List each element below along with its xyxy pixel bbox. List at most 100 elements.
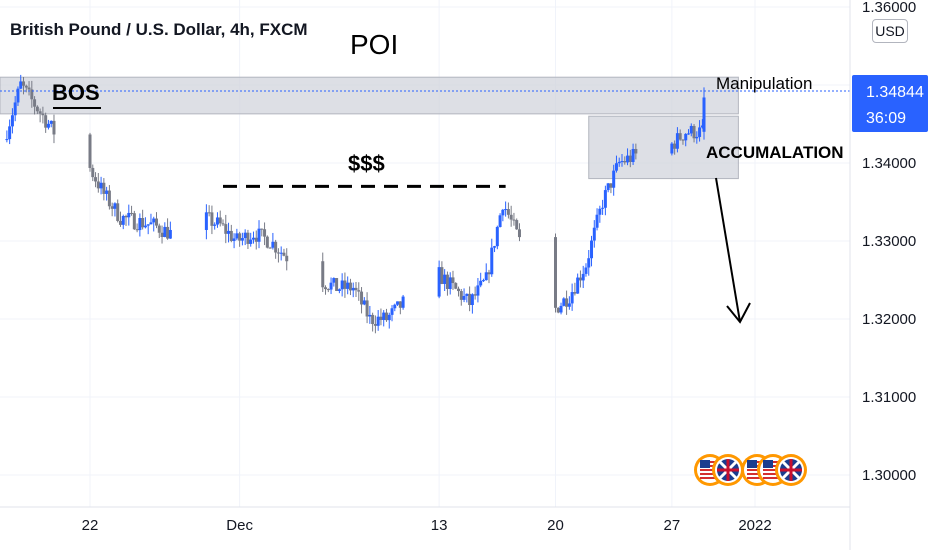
price-tick: 1.36000 bbox=[862, 0, 916, 16]
price-tick: 1.34000 bbox=[862, 155, 916, 172]
price-tick: 1.30000 bbox=[862, 467, 916, 484]
candle-body bbox=[246, 232, 250, 244]
candle-body bbox=[348, 282, 352, 291]
candle-body bbox=[451, 277, 455, 284]
accumulation-annotation: ACCUMALATION bbox=[706, 143, 844, 162]
candle-body bbox=[692, 125, 696, 139]
candle-body bbox=[160, 232, 164, 237]
candle-body bbox=[678, 133, 682, 140]
candle-body bbox=[481, 280, 485, 282]
candle-body bbox=[265, 236, 269, 248]
candle-body bbox=[490, 247, 494, 275]
price-tick: 1.33000 bbox=[862, 233, 916, 250]
candle-body bbox=[107, 190, 111, 207]
candle-body bbox=[606, 183, 610, 191]
candle-body bbox=[484, 272, 488, 281]
flag-stripe bbox=[763, 477, 783, 479]
candle-body bbox=[257, 228, 261, 242]
time-tick: 22 bbox=[82, 517, 99, 534]
candle-body bbox=[684, 133, 688, 141]
candle-body bbox=[360, 291, 364, 305]
candle-body bbox=[276, 252, 280, 254]
candle-body bbox=[673, 143, 677, 149]
candle-body bbox=[229, 230, 233, 241]
candle-body bbox=[601, 207, 605, 209]
candle-body bbox=[210, 212, 214, 226]
candle-body bbox=[493, 246, 497, 248]
candle-body bbox=[204, 212, 208, 230]
candle-body bbox=[346, 282, 350, 289]
candle-body bbox=[700, 125, 704, 128]
candle-body bbox=[628, 155, 632, 163]
candle-body bbox=[384, 312, 388, 321]
candle-body bbox=[565, 298, 569, 307]
candle-body bbox=[623, 161, 627, 163]
bos-annotation: BOS bbox=[52, 80, 100, 105]
candle-body bbox=[121, 215, 125, 225]
manipulation-annotation: Manipulation bbox=[716, 74, 812, 93]
candle-body bbox=[227, 230, 231, 234]
time-tick: Dec bbox=[226, 517, 253, 534]
candle-body bbox=[96, 181, 100, 189]
candle-body bbox=[556, 307, 560, 313]
candle-body bbox=[689, 125, 693, 134]
candle-body bbox=[368, 314, 372, 317]
candle-body bbox=[155, 218, 158, 226]
candle-body bbox=[437, 267, 441, 297]
time-axis[interactable]: 22 Dec 13 20 27 2022 bbox=[82, 517, 772, 534]
candle-body bbox=[337, 289, 341, 291]
candle-body bbox=[141, 218, 145, 228]
candle-body bbox=[105, 190, 109, 194]
candle-body bbox=[35, 106, 39, 112]
last-price-label[interactable]: 1.34844 36:09 bbox=[852, 75, 928, 132]
candle-body bbox=[343, 280, 347, 289]
candle-body bbox=[592, 227, 596, 241]
candle-body bbox=[24, 85, 28, 88]
candle-body bbox=[8, 126, 12, 140]
candle-body bbox=[213, 224, 217, 226]
candle-body bbox=[695, 136, 699, 139]
candle-body bbox=[357, 290, 361, 292]
candle-body bbox=[157, 225, 161, 233]
candle-body bbox=[99, 182, 103, 189]
candle-body bbox=[268, 247, 272, 249]
candle-body bbox=[373, 324, 377, 326]
candle-body bbox=[617, 161, 621, 164]
candle-body bbox=[354, 287, 358, 291]
currency-button[interactable]: USD bbox=[872, 19, 908, 43]
last-price-value: 1.34844 bbox=[866, 84, 924, 101]
candle-body bbox=[498, 215, 502, 227]
candle-body bbox=[445, 274, 449, 289]
price-axis[interactable]: 1.360001.350001.340001.330001.320001.310… bbox=[862, 0, 916, 484]
candle-body bbox=[362, 300, 366, 305]
candle-body bbox=[609, 183, 613, 188]
candle-body bbox=[584, 267, 588, 274]
candle-body bbox=[224, 224, 228, 234]
down-arrow-icon bbox=[715, 177, 751, 324]
time-tick: 27 bbox=[664, 517, 681, 534]
price-tick: 1.32000 bbox=[862, 311, 916, 328]
candle-body bbox=[152, 218, 156, 223]
uk-flag-icon bbox=[712, 454, 744, 486]
price-tick: 1.31000 bbox=[862, 389, 916, 406]
candle-body bbox=[351, 287, 355, 291]
candle-body bbox=[634, 148, 638, 154]
symbol-title[interactable]: British Pound / U.S. Dollar, 4h, FXCM bbox=[10, 20, 308, 39]
candle-body bbox=[127, 212, 131, 218]
candle-body bbox=[143, 225, 147, 228]
candle-body bbox=[326, 289, 330, 291]
flag-stripe bbox=[763, 473, 783, 475]
candle-body bbox=[163, 226, 167, 237]
candle-body bbox=[135, 229, 139, 231]
candle-body bbox=[515, 220, 519, 230]
flag-canton bbox=[747, 460, 757, 468]
candle-body bbox=[218, 217, 222, 224]
candle-body bbox=[468, 293, 472, 306]
candles-layer bbox=[5, 74, 706, 334]
zones-layer bbox=[0, 76, 739, 180]
economic-events[interactable] bbox=[694, 454, 807, 486]
candle-body bbox=[146, 224, 150, 226]
candle-body bbox=[235, 233, 239, 239]
